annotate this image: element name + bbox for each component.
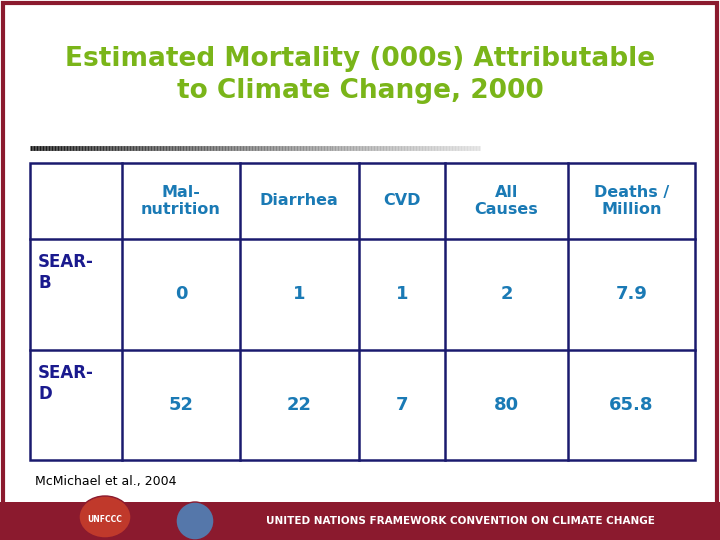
Text: 2: 2 — [500, 286, 513, 303]
Text: Diarrhea: Diarrhea — [260, 193, 338, 208]
Text: 7.9: 7.9 — [616, 286, 647, 303]
Ellipse shape — [176, 502, 214, 540]
Ellipse shape — [79, 496, 131, 538]
Text: Mal-
nutrition: Mal- nutrition — [141, 185, 221, 217]
Text: Estimated Mortality (000s) Attributable
to Climate Change, 2000: Estimated Mortality (000s) Attributable … — [65, 45, 655, 105]
Text: UNFCCC: UNFCCC — [88, 515, 122, 523]
Text: UNITED NATIONS FRAMEWORK CONVENTION ON CLIMATE CHANGE: UNITED NATIONS FRAMEWORK CONVENTION ON C… — [266, 516, 654, 526]
Text: Deaths /
Million: Deaths / Million — [594, 185, 669, 217]
Text: SEAR-
B: SEAR- B — [38, 253, 94, 292]
Text: 7: 7 — [395, 396, 408, 414]
Text: CVD: CVD — [383, 193, 420, 208]
Text: 52: 52 — [168, 396, 194, 414]
Text: SEAR-
D: SEAR- D — [38, 364, 94, 403]
Text: 80: 80 — [494, 396, 519, 414]
Text: 65.8: 65.8 — [609, 396, 654, 414]
Text: McMichael et al., 2004: McMichael et al., 2004 — [35, 475, 176, 488]
Text: All
Causes: All Causes — [474, 185, 539, 217]
Bar — [0, 502, 720, 540]
Text: 22: 22 — [287, 396, 312, 414]
Bar — [30, 163, 695, 460]
Text: 1: 1 — [293, 286, 305, 303]
Text: 0: 0 — [175, 286, 187, 303]
Text: 1: 1 — [395, 286, 408, 303]
